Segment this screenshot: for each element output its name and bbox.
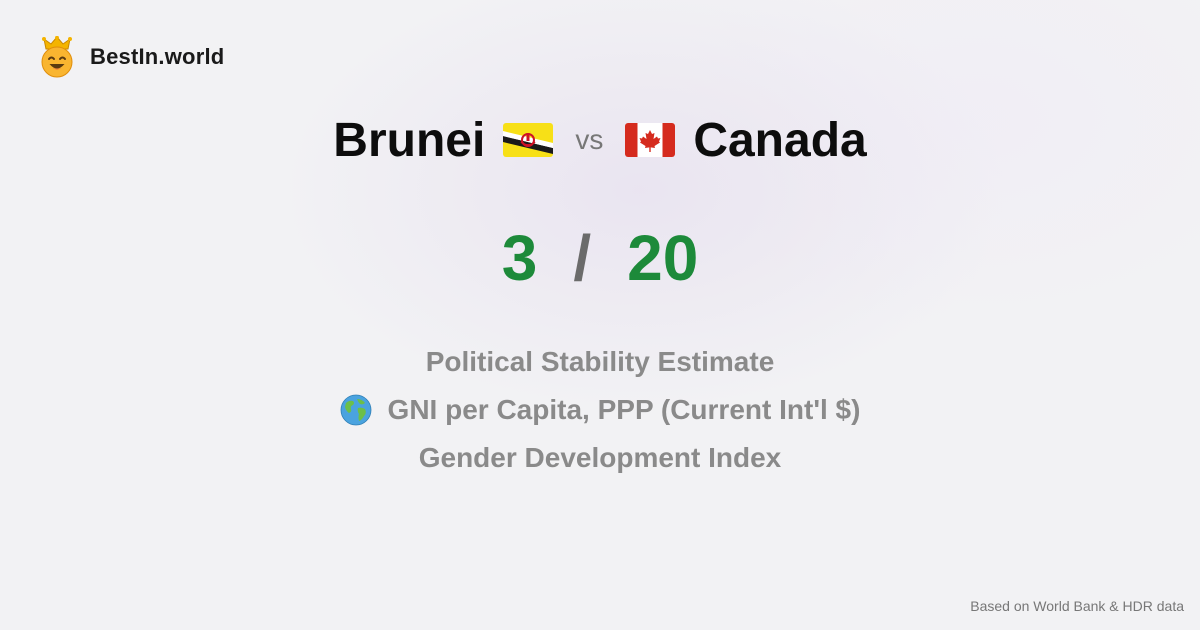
country-b-name: Canada <box>693 113 867 167</box>
comparison-title: Brunei vs Canada <box>0 110 1200 170</box>
globe-icon <box>340 394 371 426</box>
metric-item: GNI per Capita, PPP (Current Int'l $) <box>340 386 861 434</box>
score-a: 3 <box>501 222 538 294</box>
metric-label: GNI per Capita, PPP (Current Int'l $) <box>387 394 861 425</box>
metrics-list: Political Stability Estimate GNI per Cap… <box>0 338 1200 482</box>
brand-name: BestIn.world <box>90 44 225 69</box>
crown-smiley-icon <box>41 36 73 78</box>
vs-label: vs <box>575 124 604 155</box>
score-separator: / <box>573 222 592 294</box>
metric-item: Gender Development Index <box>419 434 782 482</box>
country-a-name: Brunei <box>333 113 486 167</box>
score: 3 / 20 <box>0 218 1200 298</box>
metric-item: Political Stability Estimate <box>426 338 775 386</box>
brand[interactable]: BestIn.world <box>38 36 224 78</box>
metric-label: Political Stability Estimate <box>425 346 775 377</box>
canada-flag-icon <box>625 123 676 157</box>
data-source-note: Based on World Bank & HDR data <box>970 598 1184 614</box>
score-b: 20 <box>627 222 699 294</box>
metric-label: Gender Development Index <box>418 442 782 473</box>
brunei-flag-icon <box>503 123 554 157</box>
